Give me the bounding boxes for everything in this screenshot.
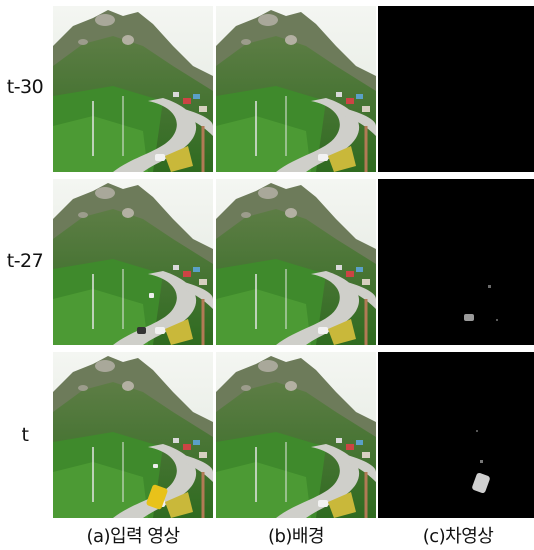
row-label-t27: t-27 xyxy=(6,250,44,272)
background-image-t xyxy=(216,352,376,518)
column-label-background: (b)배경 xyxy=(267,526,325,547)
difference-image-t27 xyxy=(378,179,534,345)
row-label-t30: t-30 xyxy=(6,76,44,98)
input-image-t30 xyxy=(53,6,213,172)
motion-blob xyxy=(472,472,490,494)
input-image-t27 xyxy=(53,179,213,345)
column-label-difference: (c)차영상 xyxy=(422,526,494,547)
column-label-input: (a)입력 영상 xyxy=(86,526,180,547)
moving-bus xyxy=(146,484,168,510)
difference-image-t xyxy=(378,352,534,518)
moving-car xyxy=(137,327,146,334)
background-image-t27 xyxy=(216,179,376,345)
difference-image-t30 xyxy=(378,6,534,172)
input-image-t xyxy=(53,352,213,518)
motion-blob xyxy=(464,314,474,321)
background-image-t30 xyxy=(216,6,376,172)
row-label-t: t xyxy=(21,424,29,446)
